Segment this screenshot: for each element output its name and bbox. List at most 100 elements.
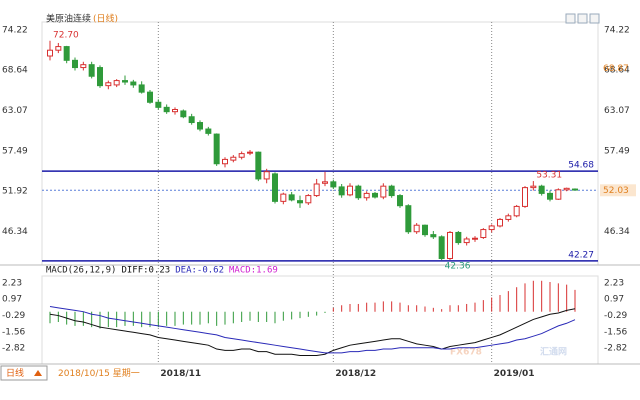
candle-body (463, 238, 470, 244)
dropdown-icon[interactable] (34, 370, 42, 376)
candle-body (480, 229, 487, 239)
y-tick-label-right: -0.29 (604, 311, 628, 321)
candle-body (455, 231, 462, 244)
candle-body (72, 59, 78, 69)
price-annotation: 42.36 (445, 262, 471, 272)
candle-body (497, 218, 503, 227)
candle-body (188, 116, 195, 124)
candle-body (330, 181, 337, 188)
reset-button[interactable] (589, 13, 600, 24)
y-tick-label-right: 68.64 (604, 66, 630, 76)
candle-body (447, 231, 453, 259)
y-tick-label: 68.64 (2, 66, 28, 76)
candle-body (272, 173, 278, 202)
candle-body (522, 187, 528, 207)
candle-body (363, 192, 370, 199)
candle-body (372, 192, 378, 198)
candle-body (247, 151, 253, 154)
candle-body (213, 133, 220, 165)
y-tick-label: -0.29 (2, 311, 26, 321)
candle-body (413, 224, 420, 233)
candle-body (55, 46, 62, 51)
candle-body (513, 205, 520, 217)
y-tick-label: 0.97 (2, 295, 22, 305)
watermark-brand: FX678 (450, 348, 482, 358)
candle-body (238, 153, 245, 158)
last-price-label: 52.03 (603, 186, 629, 196)
x-tick-label: 2018/12 (335, 369, 376, 379)
candle-body (180, 110, 187, 118)
candle-body (538, 185, 545, 194)
legend-entry: DEA:-0.62 (175, 266, 224, 276)
y-tick-label-right: 0.97 (604, 295, 624, 305)
candle-body (430, 234, 437, 238)
candle-body (397, 195, 403, 207)
candle-body (80, 64, 87, 69)
candle-body (138, 84, 145, 93)
y-tick-label-right: 46.34 (604, 227, 630, 237)
candle-body (322, 181, 328, 184)
candle-body (155, 101, 162, 108)
candle-body (388, 185, 395, 197)
candle-body (338, 186, 345, 196)
period-label: (日线) (93, 13, 118, 25)
candle-body (347, 185, 353, 196)
price-annotation: 53.31 (536, 171, 562, 181)
legend-entry: DIFF:0.23 (121, 266, 170, 276)
candle-body (530, 185, 537, 189)
candle-body (305, 195, 312, 204)
support-label: 42.27 (568, 250, 594, 260)
candle-body (488, 225, 495, 231)
x-tick-label: 2018/11 (160, 369, 201, 379)
candle-body (555, 189, 562, 200)
candle-body (172, 109, 178, 113)
button-label[interactable]: 日线 (6, 367, 24, 379)
button-frame[interactable] (0, 365, 48, 381)
candle-body (122, 80, 128, 83)
candle-body (63, 46, 70, 61)
candle-body (47, 49, 53, 57)
candle-body (313, 183, 320, 197)
y-tick-label-right: 74.22 (604, 25, 630, 35)
x-tick-label: 2019/01 (494, 369, 535, 379)
candle-body (472, 237, 478, 240)
y-tick-label-right: -2.82 (604, 344, 627, 354)
macd-line (49, 308, 576, 356)
candle-body (288, 194, 295, 201)
period-button[interactable]: 日线 (0, 365, 48, 381)
last-price-box (600, 184, 636, 197)
watermark-site: 汇通网 (540, 346, 567, 358)
zoom-out-button[interactable] (577, 13, 588, 24)
price-annotation: 72.70 (53, 30, 79, 40)
candle-body (97, 67, 103, 87)
zoom-in-button[interactable] (565, 13, 576, 24)
candle-body (263, 171, 270, 180)
chart-title: 美原油连续 (46, 13, 91, 25)
candle-body (422, 224, 428, 236)
candle-body (547, 192, 553, 200)
candle-body (88, 64, 95, 77)
y-tick-label: 2.23 (2, 278, 22, 288)
candle-body (380, 185, 387, 198)
candle-body (205, 128, 212, 134)
y-tick-label: -1.56 (2, 327, 26, 337)
candle-body (222, 158, 228, 165)
candle-body (563, 187, 570, 191)
candle-body (230, 156, 237, 161)
y-tick-label-right: -1.56 (604, 327, 628, 337)
candle-body (197, 122, 203, 130)
candle-body (405, 205, 412, 233)
candle-body (438, 236, 445, 259)
y-tick-label: 51.92 (2, 187, 28, 197)
legend-entry: MACD(26,12,9) (46, 266, 116, 276)
y-tick-label: -2.82 (2, 344, 25, 354)
candle-body (505, 215, 512, 220)
y-tick-label-right: 2.23 (604, 278, 624, 288)
candle-body (147, 91, 153, 103)
marker-label: 68.87 (603, 64, 629, 74)
toolbar[interactable] (565, 13, 600, 24)
candle-body (572, 188, 578, 191)
y-tick-label: 46.34 (2, 227, 28, 237)
y-tick-label: 57.49 (2, 146, 28, 156)
